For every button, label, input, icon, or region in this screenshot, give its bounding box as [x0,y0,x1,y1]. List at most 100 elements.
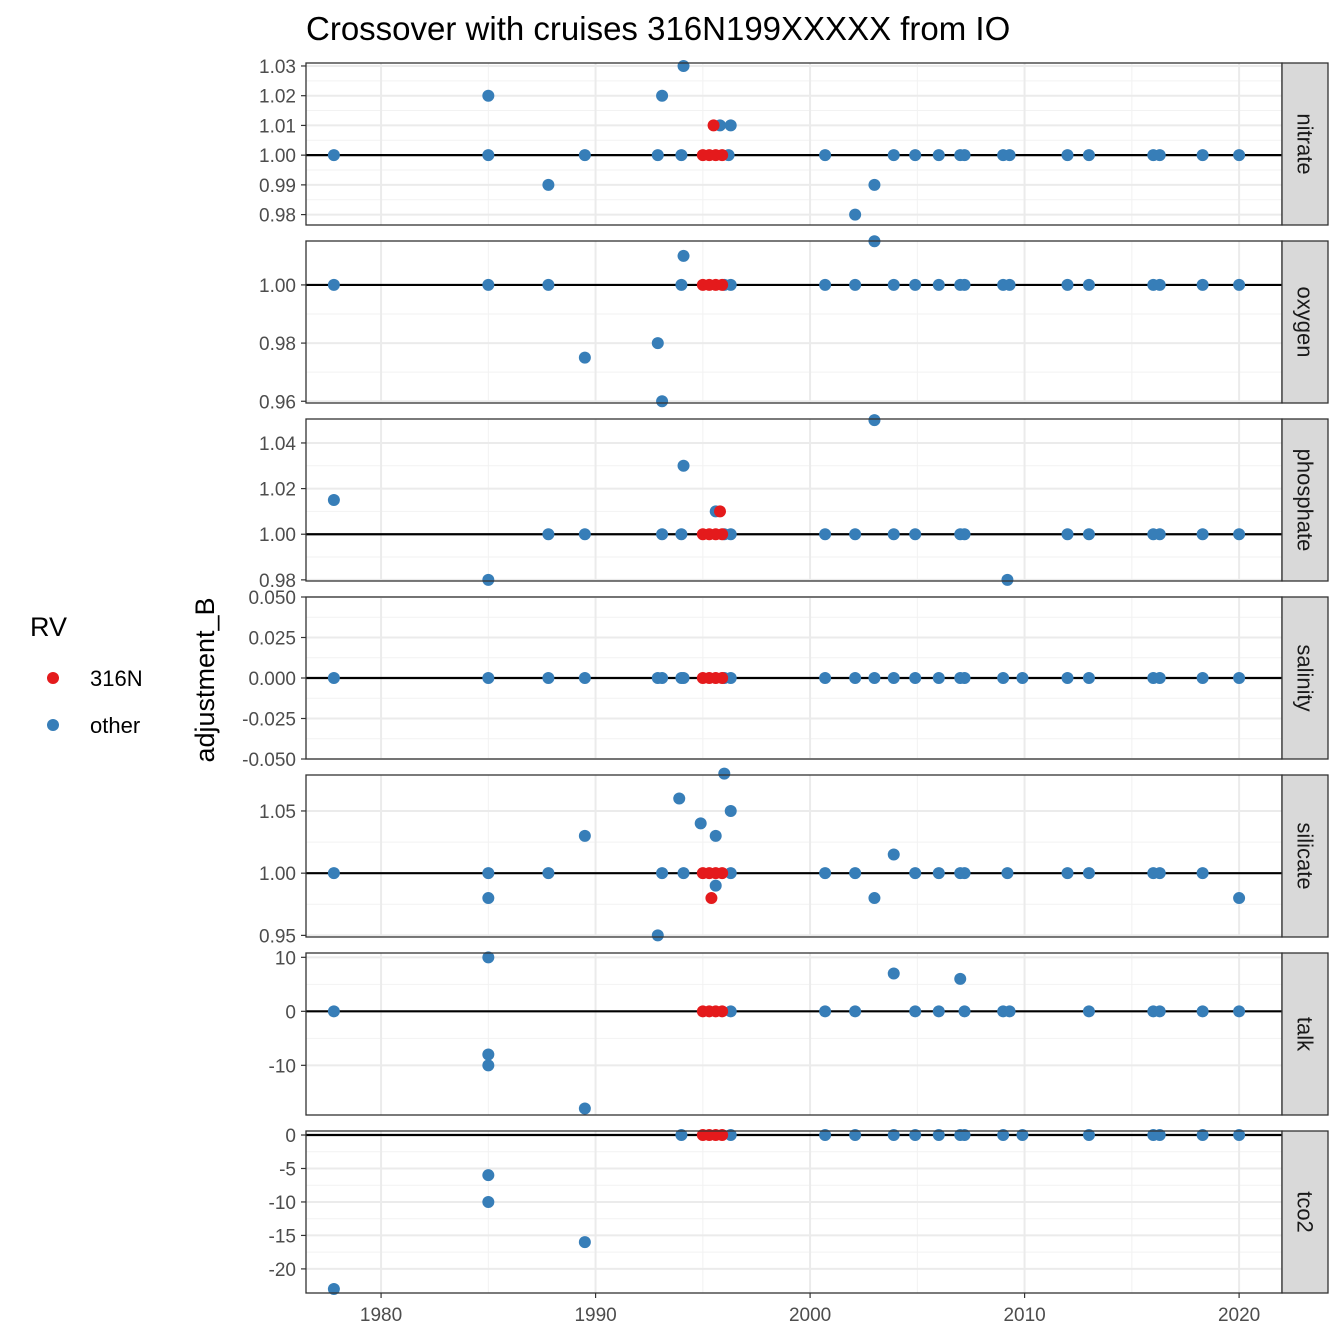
data-point-other [1153,278,1166,291]
data-point-other [1016,672,1029,684]
data-point-other [1196,149,1209,162]
data-point-other [578,829,591,842]
data-point-other [932,149,945,162]
data-point-other [819,149,832,162]
data-point-other [1233,149,1246,162]
data-point-other [677,459,690,472]
data-point-316n [716,672,729,684]
data-point-other [819,278,832,291]
data-point-other [327,672,340,684]
data-point-other [724,1129,737,1142]
y-tick-label: 1.00 [259,864,296,885]
data-point-other [327,1005,340,1018]
data-point-other [327,1282,340,1295]
data-point-other [578,351,591,364]
y-tick-label: -5 [279,1159,296,1180]
facet-strip-label: silicate [1293,822,1318,889]
x-tick-label: 2020 [1218,1305,1260,1326]
data-point-other [1082,149,1095,162]
data-point-other [954,972,967,985]
data-point-other [1233,1129,1246,1142]
facet-strip-label: phosphate [1293,449,1318,552]
data-point-other [1153,528,1166,541]
data-point-other [542,528,555,541]
y-tick-label: 1.02 [259,87,296,108]
data-point-other [578,1102,591,1115]
facet-strip [1281,240,1329,404]
y-tick-label: -10 [269,1193,296,1214]
data-point-other [677,867,690,880]
data-point-other [542,867,555,880]
data-point-other [1153,1005,1166,1018]
y-tick-label: 1.04 [259,434,296,455]
y-tick-label: -0.025 [242,710,296,731]
data-point-other [909,1129,922,1142]
data-point-other [1233,278,1246,291]
facet-panel-tco2: -20 -15 -10 -5 0 tco2 [269,1126,1329,1295]
data-point-other [1082,1129,1095,1142]
data-point-other [718,767,731,780]
facet-strip-label: nitrate [1293,113,1318,174]
facet-panel-salinity: -0.050 -0.025 0.000 0.025 0.050 salinity [242,588,1329,771]
data-point-316n [716,867,729,880]
data-point-other [909,672,922,684]
data-point-other [724,672,737,684]
data-point-other [932,867,945,880]
data-point-other [709,829,722,842]
data-point-other [482,672,495,684]
panel-background [306,775,1282,937]
y-tick-label: 1.01 [259,116,296,137]
data-point-other [849,278,862,291]
data-point-other [1233,528,1246,541]
data-point-other [887,278,900,291]
data-point-other [1003,278,1016,291]
data-point-other [909,528,922,541]
data-point-other [651,149,664,162]
data-point-other [868,672,881,684]
data-point-other [1153,1129,1166,1142]
data-point-other [958,528,971,541]
legend-label: other [90,713,140,738]
data-point-other [578,149,591,162]
y-tick-label: 0.99 [259,176,296,197]
data-point-other [1003,149,1016,162]
data-point-other [1001,867,1014,880]
x-tick-label: 1990 [574,1305,616,1326]
data-point-other [327,494,340,506]
data-point-other [1061,149,1074,162]
data-point-other [542,278,555,291]
data-point-other [868,414,881,427]
data-point-other [868,178,881,191]
data-point-other [849,1129,862,1142]
data-point-other [958,149,971,162]
facet-strip-label: talk [1293,1017,1318,1052]
data-point-316n [705,892,718,905]
y-tick-label: 1.00 [259,276,296,297]
data-point-other [1153,149,1166,162]
legend-label: 316N [90,666,143,691]
data-point-other [849,528,862,541]
data-point-316n [713,505,726,518]
y-tick-label: 0.98 [259,334,296,355]
data-point-other [958,672,971,684]
y-tick-label: 0.000 [248,669,296,690]
data-point-other [887,528,900,541]
y-tick-label: 0.96 [259,392,296,413]
data-point-other [724,1005,737,1018]
data-point-other [482,892,495,905]
data-point-other [1082,867,1095,880]
facet-panels: 0.98 0.99 1.00 1.01 1.02 1.03 nitrate 0.96 0.98 1… [242,57,1329,1295]
panel-background [306,241,1282,403]
data-point-other [1061,867,1074,880]
data-point-other [909,149,922,162]
data-point-other [849,672,862,684]
data-point-other [694,817,707,830]
data-point-other [819,528,832,541]
data-point-other [1196,1005,1209,1018]
data-point-other [651,929,664,942]
data-point-other [932,672,945,684]
data-point-other [1196,278,1209,291]
data-point-other [482,149,495,162]
data-point-other [656,867,669,880]
